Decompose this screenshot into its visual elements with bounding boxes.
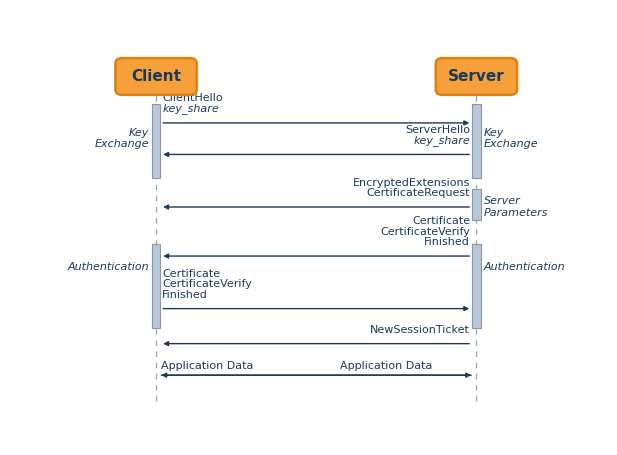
FancyBboxPatch shape <box>436 58 517 95</box>
FancyBboxPatch shape <box>152 104 160 178</box>
Text: Certificate: Certificate <box>162 268 220 278</box>
Text: Key
Exchange: Key Exchange <box>94 128 149 150</box>
Text: Key
Exchange: Key Exchange <box>484 128 538 150</box>
Text: NewSessionTicket: NewSessionTicket <box>370 325 470 335</box>
Text: key_share: key_share <box>413 135 470 146</box>
FancyBboxPatch shape <box>472 104 481 178</box>
Text: ServerHello: ServerHello <box>405 125 470 135</box>
Text: Server
Parameters: Server Parameters <box>484 196 548 218</box>
Text: Application Data: Application Data <box>161 361 253 371</box>
Text: ClientHello: ClientHello <box>162 93 223 103</box>
FancyBboxPatch shape <box>472 244 481 328</box>
Text: CertificateRequest: CertificateRequest <box>366 188 470 198</box>
Text: Finished: Finished <box>162 290 208 300</box>
Text: Application Data: Application Data <box>340 361 433 371</box>
Text: Certificate: Certificate <box>412 216 470 226</box>
FancyBboxPatch shape <box>472 189 481 220</box>
Text: Client: Client <box>131 69 181 84</box>
Text: CertificateVerify: CertificateVerify <box>162 279 252 289</box>
FancyBboxPatch shape <box>152 244 160 328</box>
Text: Authentication: Authentication <box>67 262 149 272</box>
Text: key_share: key_share <box>162 103 219 114</box>
FancyBboxPatch shape <box>115 58 197 95</box>
Text: Finished: Finished <box>424 237 470 247</box>
Text: CertificateVerify: CertificateVerify <box>380 227 470 237</box>
Text: Server: Server <box>448 69 505 84</box>
Text: EncryptedExtensions: EncryptedExtensions <box>353 177 470 187</box>
Text: Authentication: Authentication <box>484 262 565 272</box>
